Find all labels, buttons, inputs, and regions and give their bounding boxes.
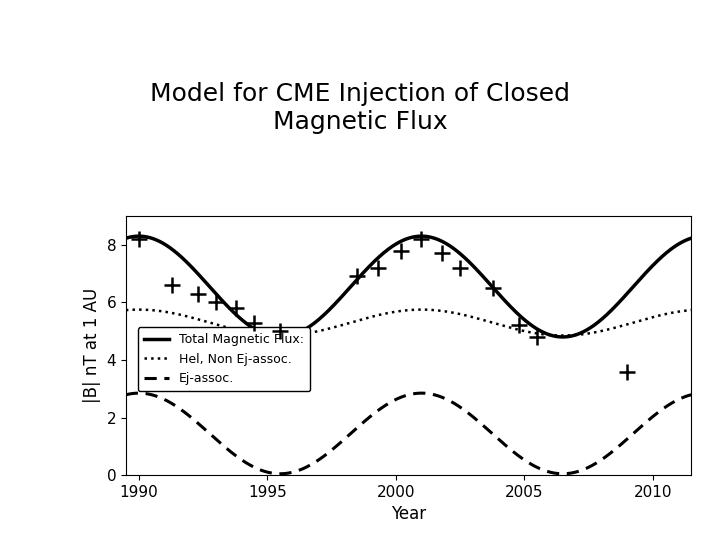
Text: Model for CME Injection of Closed
Magnetic Flux: Model for CME Injection of Closed Magnet… bbox=[150, 82, 570, 134]
X-axis label: Year: Year bbox=[391, 505, 426, 523]
Legend: Total Magnetic Flux:, Hel, Non Ej-assoc., Ej-assoc.: Total Magnetic Flux:, Hel, Non Ej-assoc.… bbox=[138, 327, 310, 391]
Y-axis label: |B| nT at 1 AU: |B| nT at 1 AU bbox=[83, 288, 101, 403]
